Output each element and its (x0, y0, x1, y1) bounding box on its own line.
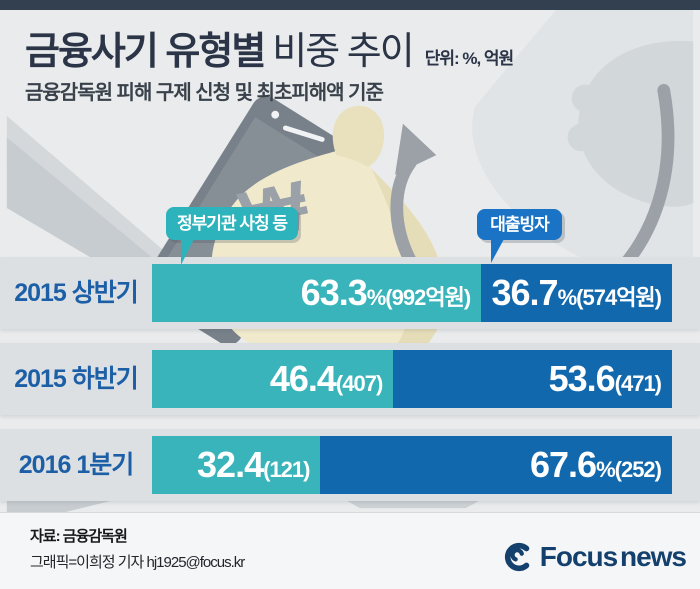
top-accent-bar (0, 0, 700, 10)
subtitle: 금융감독원 피해 구제 신청 및 최초피해액 기준 (25, 82, 384, 104)
row-label: 2016 1분기 (18, 451, 134, 479)
bar-value: 53.6 (471) (548, 358, 662, 400)
bar-segment-government: 63.3 %(992억원) (152, 264, 482, 322)
source-text: 자료: 금융감독원 (30, 528, 128, 545)
bar-value-pct: 53.6 (548, 358, 616, 399)
footer: 자료: 금융감독원 그래픽=이희정 기자 hj1925@focus.kr Foc… (0, 512, 700, 589)
bar-value: 36.7 %(574억원) (491, 272, 662, 314)
bar-value-pct: 36.7 (491, 272, 559, 313)
bar-segment-government: 32.4 (121) (152, 436, 321, 494)
chart-row-2015-h1: 2015 상반기 63.3 %(992억원) 36.7 %(574억원) (0, 257, 700, 329)
chart-row-2016-q1: 2016 1분기 32.4 (121) 67.6 %(252) (0, 429, 700, 501)
stacked-bar: 63.3 %(992억원) 36.7 %(574억원) (152, 264, 672, 322)
bar-value-pct: 32.4 (197, 444, 264, 485)
title-rest: 비중 추이 (272, 31, 414, 73)
unit-note: 단위: %, 억원 (424, 49, 515, 68)
title-strong: 금융사기 유형별 (25, 31, 266, 73)
logo-text: Focus news (539, 541, 687, 572)
bar-value-pct: 46.4 (269, 358, 337, 399)
bar-value-amount: %(574억원) (557, 285, 662, 310)
bar-value: 32.4 (121) (197, 444, 310, 486)
bar-value-pct: 63.3 (300, 272, 368, 313)
bar-segment-loan: 67.6 %(252) (320, 436, 672, 494)
page-title: 금융사기 유형별 비중 추이 단위: %, 억원 (25, 20, 515, 75)
bar-value-amount: (471) (614, 371, 662, 396)
bar-value-pct: 67.6 (530, 444, 597, 485)
bar-value-amount: (407) (335, 371, 383, 396)
bar-segment-loan: 36.7 %(574억원) (481, 264, 672, 322)
bar-segment-government: 46.4 (407) (152, 350, 394, 408)
stacked-bar: 32.4 (121) 67.6 %(252) (152, 436, 672, 494)
row-label: 2015 하반기 (14, 365, 139, 393)
stacked-bar: 46.4 (407) 53.6 (471) (152, 350, 672, 408)
bar-value: 46.4 (407) (269, 358, 383, 400)
bar-value: 67.6 %(252) (530, 444, 662, 486)
bar-value: 63.3 %(992억원) (300, 272, 471, 314)
bar-value-amount: %(992억원) (366, 285, 471, 310)
row-label: 2015 상반기 (14, 279, 139, 307)
legend-bubble-government-impersonation: 정부기관 사칭 등 (166, 207, 298, 266)
bar-value-amount: (121) (263, 457, 310, 482)
bar-segment-loan: 53.6 (471) (393, 350, 672, 408)
credit-text: 그래픽=이희정 기자 hj1925@focus.kr (30, 554, 245, 571)
legend-bubble-loan-fraud: 대출빙자 (477, 209, 562, 264)
chart-row-2015-h2: 2015 하반기 46.4 (407) 53.6 (471) (0, 343, 700, 415)
bar-value-amount: %(252) (596, 457, 662, 482)
logo-swirl-icon (504, 542, 530, 572)
focus-news-logo: Focus news (502, 541, 687, 573)
